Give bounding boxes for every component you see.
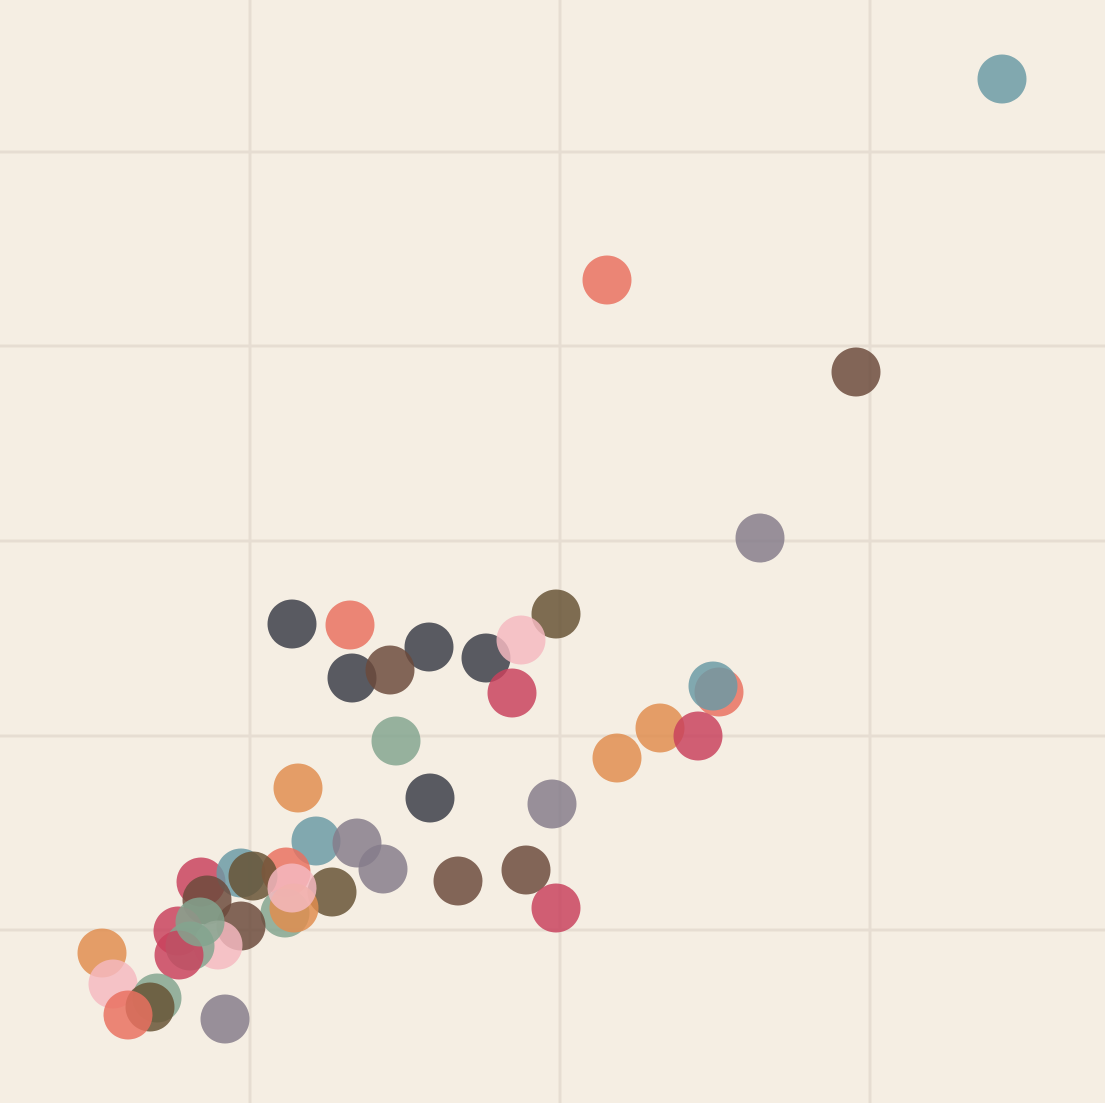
scatter-point-olive xyxy=(228,851,278,901)
scatter-point-sage xyxy=(371,716,421,766)
scatter-point-crimson xyxy=(673,711,723,761)
scatter-point-brown xyxy=(501,845,551,895)
scatter-point-mauve xyxy=(527,779,577,829)
scatter-point-brown xyxy=(831,347,881,397)
scatter-point-sage xyxy=(175,897,225,947)
scatter-point-charcoal xyxy=(327,653,377,703)
data-points xyxy=(77,54,1027,1044)
scatter-point-teal xyxy=(291,816,341,866)
scatter-point-brown xyxy=(365,645,415,695)
scatter-point-olive xyxy=(531,589,581,639)
scatter-point-mauve xyxy=(200,994,250,1044)
scatter-point-crimson xyxy=(531,883,581,933)
scatter-point-teal xyxy=(977,54,1027,104)
scatter-point-salmon xyxy=(325,600,375,650)
scatter-point-crimson xyxy=(487,668,537,718)
scatter-point-orange xyxy=(592,733,642,783)
scatter-point-brown xyxy=(433,856,483,906)
scatter-point-orange xyxy=(273,763,323,813)
scatter-point-teal xyxy=(688,661,738,711)
scatter-point-salmon xyxy=(582,255,632,305)
scatter-point-olive xyxy=(307,867,357,917)
scatter-point-salmon xyxy=(103,990,153,1040)
scatter-point-orange xyxy=(635,703,685,753)
scatter-point-pink xyxy=(496,615,546,665)
scatter-point-pink xyxy=(267,863,317,913)
scatter-point-charcoal xyxy=(405,773,455,823)
scatter-point-mauve xyxy=(358,844,408,894)
scatter-point-charcoal xyxy=(267,599,317,649)
scatter-point-mauve xyxy=(735,513,785,563)
scatter-point-charcoal xyxy=(404,622,454,672)
